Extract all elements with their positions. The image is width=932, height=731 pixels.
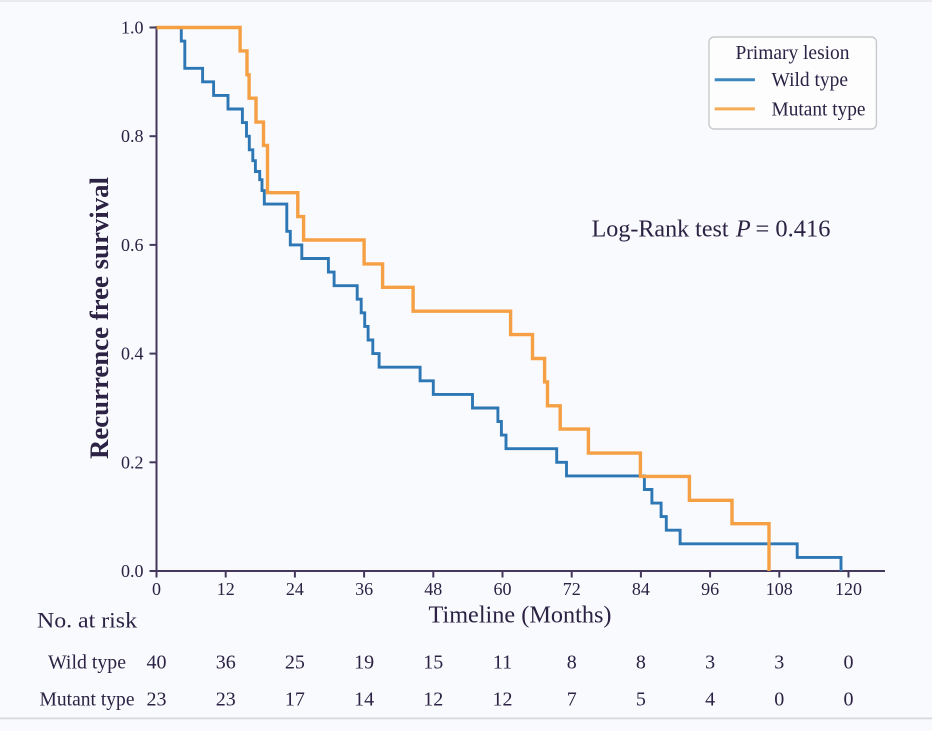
- svg-text:= 0.416: = 0.416: [756, 217, 831, 243]
- svg-text:36: 36: [355, 579, 373, 599]
- svg-text:0.6: 0.6: [121, 235, 144, 255]
- svg-text:12: 12: [423, 689, 443, 711]
- svg-text:11: 11: [493, 652, 512, 674]
- svg-text:Mutant type: Mutant type: [772, 99, 866, 120]
- svg-text:120: 120: [835, 579, 862, 599]
- svg-text:0.4: 0.4: [121, 344, 144, 364]
- svg-text:40: 40: [147, 652, 167, 674]
- svg-text:Mutant type: Mutant type: [40, 690, 135, 711]
- svg-text:5: 5: [636, 689, 646, 711]
- svg-text:8: 8: [636, 652, 646, 674]
- svg-text:15: 15: [423, 652, 443, 674]
- svg-text:12: 12: [217, 579, 235, 599]
- svg-text:23: 23: [147, 689, 167, 711]
- svg-text:23: 23: [216, 689, 236, 711]
- svg-text:7: 7: [567, 689, 577, 711]
- svg-text:0.8: 0.8: [121, 126, 144, 146]
- svg-text:24: 24: [286, 579, 304, 599]
- svg-text:Timeline (Months): Timeline (Months): [429, 602, 612, 628]
- svg-text:19: 19: [354, 652, 374, 674]
- svg-text:No. at risk: No. at risk: [37, 608, 138, 633]
- svg-text:108: 108: [766, 579, 793, 599]
- svg-text:Wild type: Wild type: [772, 70, 849, 91]
- svg-text:0: 0: [844, 689, 854, 711]
- svg-text:3: 3: [705, 652, 715, 674]
- svg-text:0: 0: [152, 579, 161, 599]
- svg-text:84: 84: [632, 579, 650, 599]
- svg-text:8: 8: [567, 652, 577, 674]
- svg-text:3: 3: [774, 652, 784, 674]
- svg-text:4: 4: [705, 689, 715, 711]
- svg-text:60: 60: [494, 579, 512, 599]
- svg-text:72: 72: [563, 579, 581, 599]
- svg-text:0: 0: [844, 652, 854, 674]
- svg-text:0.0: 0.0: [121, 561, 144, 581]
- svg-text:Wild type: Wild type: [48, 653, 126, 674]
- svg-text:Recurrence free survival: Recurrence free survival: [84, 177, 114, 459]
- svg-text:1.0: 1.0: [121, 18, 144, 38]
- svg-text:36: 36: [216, 652, 236, 674]
- svg-text:Primary lesion: Primary lesion: [736, 43, 850, 64]
- svg-text:14: 14: [354, 689, 374, 711]
- svg-text:17: 17: [285, 689, 305, 711]
- svg-text:48: 48: [424, 579, 442, 599]
- svg-text:0: 0: [774, 689, 784, 711]
- svg-text:12: 12: [493, 689, 513, 711]
- svg-text:P: P: [735, 217, 751, 243]
- svg-text:25: 25: [285, 652, 305, 674]
- svg-text:96: 96: [701, 579, 719, 599]
- svg-text:0.2: 0.2: [121, 452, 144, 472]
- svg-text:Log-Rank test: Log-Rank test: [592, 217, 729, 243]
